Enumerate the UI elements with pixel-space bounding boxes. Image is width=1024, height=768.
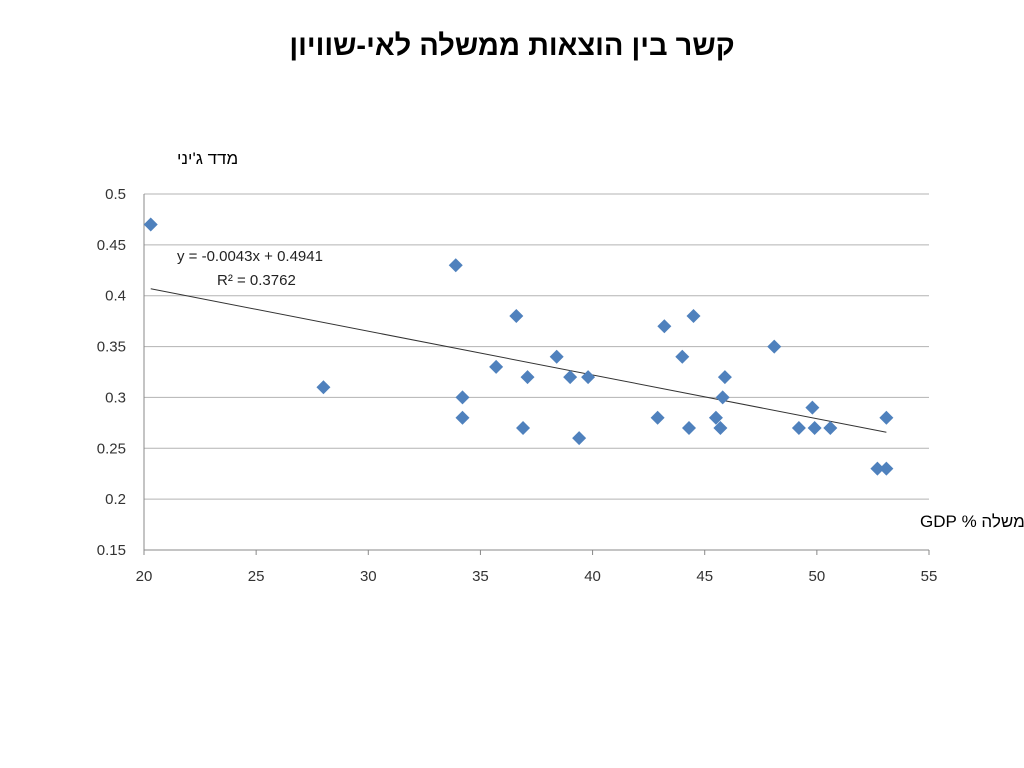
x-tick-label-2: 30 [360, 568, 377, 585]
data-point-16 [682, 420, 697, 435]
data-point-6 [509, 309, 524, 324]
data-point-2 [448, 258, 463, 273]
data-point-0 [143, 217, 158, 232]
data-point-14 [657, 319, 672, 334]
data-point-17 [686, 309, 701, 324]
y-tick-label-1: 0.2 [105, 491, 126, 508]
data-point-10 [563, 370, 578, 385]
data-point-25 [807, 420, 822, 435]
data-point-27 [870, 461, 885, 476]
data-point-11 [572, 431, 587, 446]
y-tick-label-7: 0.5 [105, 186, 126, 203]
data-point-19 [713, 420, 728, 435]
y-tick-label-6: 0.45 [97, 237, 126, 254]
x-tick-label-4: 40 [584, 568, 601, 585]
data-point-29 [879, 410, 894, 425]
y-tick-label-4: 0.35 [97, 339, 126, 356]
x-tick-label-1: 25 [248, 568, 265, 585]
slide-title: קשר בין הוצאות ממשלה לאי-שוויון [289, 30, 735, 62]
axes [143, 194, 930, 555]
data-point-4 [455, 410, 470, 425]
data-point-18 [708, 410, 723, 425]
x-tick-label-0: 20 [136, 568, 153, 585]
data-point-22 [767, 339, 782, 354]
data-point-1 [316, 380, 331, 395]
x-tick-label-6: 50 [809, 568, 826, 585]
data-point-24 [805, 400, 820, 415]
trendline [150, 288, 887, 433]
data-point-7 [516, 420, 531, 435]
y-tick-label-2: 0.25 [97, 440, 126, 457]
data-point-21 [717, 370, 732, 385]
data-point-8 [520, 370, 535, 385]
data-point-23 [791, 420, 806, 435]
data-point-12 [581, 370, 596, 385]
data-point-15 [675, 349, 690, 364]
trendline-equation: y = -0.0043x + 0.4941 [177, 248, 323, 265]
y-axis-title: מדד ג'יני [177, 149, 238, 168]
trendline-r-squared: R² = 0.3762 [217, 272, 296, 289]
tick-labels: 0.15 0.2 0.25 0.3 0.35 0.4 0.45 0.5 20 25 30 35 40 45… [97, 186, 938, 585]
data-point-13 [650, 410, 665, 425]
data-point-9 [549, 349, 564, 364]
y-tick-label-0: 0.15 [97, 542, 126, 559]
data-point-28 [879, 461, 894, 476]
data-point-3 [455, 390, 470, 405]
data-point-26 [823, 420, 838, 435]
x-axis-title: הוצאות הממשלה % GDP [920, 512, 1024, 531]
y-tick-label-5: 0.4 [105, 288, 126, 305]
data-points [143, 217, 894, 476]
y-tick-label-3: 0.3 [105, 389, 126, 406]
data-point-5 [489, 359, 504, 374]
x-tick-label-7: 55 [921, 568, 938, 585]
x-tick-label-3: 35 [472, 568, 489, 585]
x-tick-label-5: 45 [696, 568, 713, 585]
data-point-20 [715, 390, 730, 405]
